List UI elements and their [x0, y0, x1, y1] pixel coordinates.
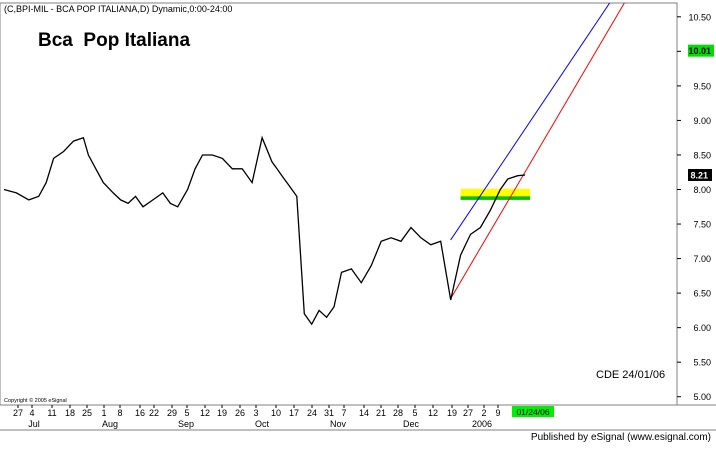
- chart-title: Bca Pop Italiana: [38, 30, 190, 51]
- x-tick-label: 14: [359, 408, 369, 418]
- x-tick-label: 28: [393, 408, 403, 418]
- footer-credit: Published by eSignal (www.esignal.com): [531, 432, 711, 443]
- x-tick-label: 2: [481, 408, 486, 418]
- x-tick-label: 31: [324, 408, 334, 418]
- x-tick-label: 19: [447, 408, 457, 418]
- x-tick-label: 8: [117, 408, 122, 418]
- y-tick-label: 5.00: [693, 392, 711, 402]
- y-tick-label: 5.50: [693, 358, 711, 368]
- x-tick-label: 3: [253, 408, 258, 418]
- x-month-label: 2006: [472, 419, 492, 429]
- x-tick-label: 21: [376, 408, 386, 418]
- x-tick-label: 27: [463, 408, 473, 418]
- y-tick-label: 6.50: [693, 289, 711, 299]
- y-tick-label: 9.00: [693, 116, 711, 126]
- x-month-label: Dec: [403, 419, 420, 429]
- trend-line-lower: [450, 3, 625, 299]
- x-tick-label: 5: [412, 408, 417, 418]
- trend-lines: [450, 3, 625, 299]
- x-tick-label: 9: [495, 408, 500, 418]
- current-date-label: 01/24/06: [516, 407, 549, 417]
- x-tick-label: 10: [271, 408, 281, 418]
- x-month-label: Jul: [28, 419, 40, 429]
- x-tick-label: 29: [167, 408, 177, 418]
- x-tick-label: 26: [235, 408, 245, 418]
- x-tick-label: 11: [47, 408, 56, 418]
- y-tick-label: 8.50: [693, 150, 711, 160]
- x-month-label: Aug: [102, 419, 118, 429]
- x-tick-label: 22: [149, 408, 159, 418]
- last-price-label: 8.21: [690, 170, 708, 180]
- band-inner: [460, 196, 531, 200]
- current-date-badge-bg: [512, 406, 554, 417]
- support-band: [460, 188, 531, 200]
- y-axis-badge: 10.01: [688, 46, 711, 56]
- y-tick-label: 7.50: [693, 220, 711, 230]
- x-tick-label: 24: [307, 408, 317, 418]
- x-tick-label: 17: [289, 408, 299, 418]
- y-tick-label: 9.50: [693, 81, 711, 91]
- x-tick-label: 7: [341, 408, 346, 418]
- y-tick-label: 6.00: [693, 323, 711, 333]
- x-axis: 27 4 11 18 25 1 8 16 22 29 5 12 19 26 3 10 17 24 31 7 14 21 28…: [13, 405, 554, 429]
- chart-annotation: CDE 24/01/06: [596, 369, 665, 381]
- copyright-text: Copyright © 2005 eSignal: [4, 397, 67, 404]
- trend-line-upper: [450, 3, 611, 241]
- y-axis: 10.5010.009.509.008.508.007.507.006.506.…: [677, 12, 714, 402]
- y-tick-label: 10.50: [688, 12, 711, 22]
- x-tick-label: 4: [29, 408, 34, 418]
- price-line-0: [3, 135, 526, 326]
- x-tick-label: 16: [135, 408, 145, 418]
- chart-header: (C,BPI-MIL - BCA POP ITALIANA,D) Dynamic…: [4, 4, 232, 14]
- x-tick-label: 5: [184, 408, 189, 418]
- x-tick-label: 27: [13, 408, 23, 418]
- x-tick-label: 18: [65, 408, 75, 418]
- x-tick-label: 25: [82, 408, 92, 418]
- y-axis-badge-bg: [688, 44, 714, 57]
- x-month-label: Oct: [255, 419, 270, 429]
- band-outer: [460, 188, 531, 200]
- price-series: [3, 135, 526, 326]
- x-month-label: Nov: [330, 419, 347, 429]
- x-tick-label: 19: [217, 408, 227, 418]
- y-tick-label: 7.00: [693, 254, 711, 264]
- x-tick-label: 12: [428, 408, 438, 418]
- x-tick-label: 1: [101, 408, 106, 418]
- y-tick-label: 8.00: [693, 185, 711, 195]
- x-tick-label: 12: [200, 408, 210, 418]
- last-price-bg: [688, 168, 712, 181]
- x-month-label: Sep: [178, 419, 194, 429]
